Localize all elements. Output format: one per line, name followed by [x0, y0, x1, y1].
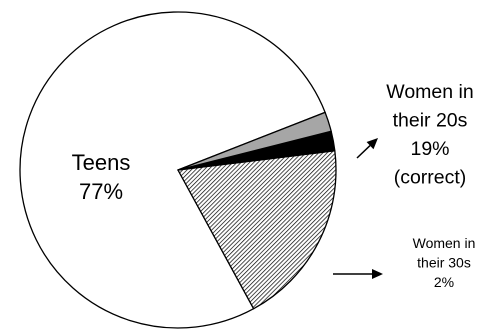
- label-women-20s-line-1: their 20s: [393, 110, 468, 132]
- label-teens-line-0: Teens: [72, 150, 131, 175]
- label-arrows: [333, 138, 383, 279]
- label-teens-line-1: 77%: [79, 179, 123, 204]
- slice-women-30s: [177, 111, 332, 171]
- slice-teens: [19, 11, 326, 329]
- label-women-20s-line-2: 19%: [410, 138, 449, 160]
- pie-labels: Teens 77% Women in their 20s 19% (correct) Wom…: [72, 81, 476, 290]
- label-women-30s-line-2: 2%: [434, 274, 454, 290]
- slice-women-20s: [177, 150, 337, 310]
- label-women-30s-line-0: Women in: [413, 235, 476, 251]
- pie-slices: [19, 11, 337, 329]
- label-women-30s-line-1: their 30s: [417, 255, 471, 271]
- arrow-women-20s: [356, 138, 378, 159]
- label-women-20s-line-3: (correct): [394, 167, 467, 189]
- arrow-women-30s: [333, 269, 383, 279]
- label-women-20s-line-0: Women in: [386, 81, 473, 103]
